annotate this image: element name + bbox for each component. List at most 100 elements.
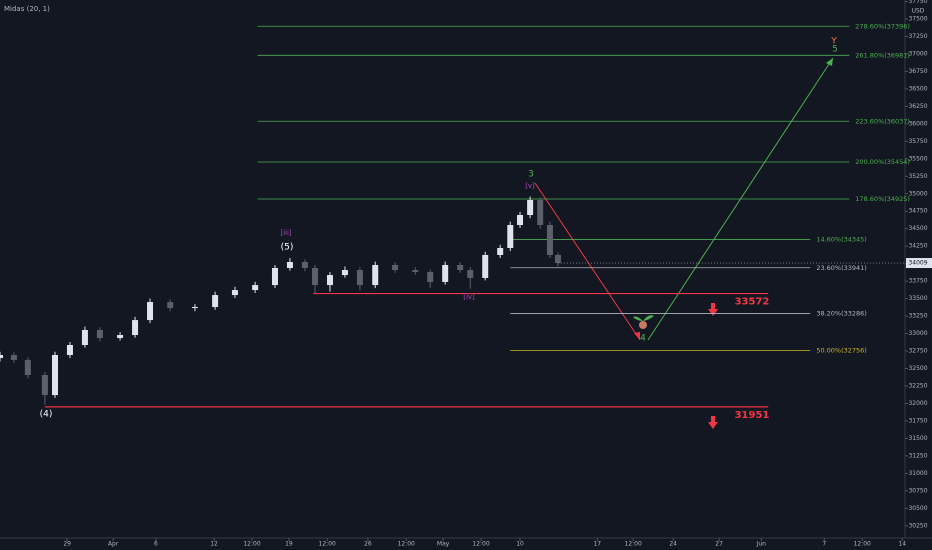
candle-body xyxy=(507,224,514,248)
wave-label: 5 xyxy=(832,45,838,55)
fib-label: 278.60%(37396) xyxy=(855,22,910,30)
y-tick-label: 35250 xyxy=(908,173,927,180)
candle-body xyxy=(301,261,308,268)
candle-body xyxy=(412,270,419,272)
candle-body xyxy=(66,345,73,356)
candle-body xyxy=(537,199,544,225)
fib-label: 38.20%(33286) xyxy=(816,310,867,318)
candle-body xyxy=(24,359,31,375)
x-tick-label: 19 xyxy=(285,541,293,548)
x-tick-label: Jun xyxy=(756,541,767,548)
y-tick-label: 36000 xyxy=(908,120,927,127)
wave-label: 4 xyxy=(640,334,646,344)
down-arrow xyxy=(708,416,718,429)
x-tick-label: 24 xyxy=(669,541,677,548)
candle-body xyxy=(0,355,3,359)
candle-body xyxy=(554,254,561,264)
fib-label: 261.80%(36981) xyxy=(855,51,910,59)
x-tick-label: 10 xyxy=(516,541,524,548)
x-tick-label: 12:00 xyxy=(398,541,415,548)
price-badge xyxy=(906,258,932,269)
y-tick-label: 34500 xyxy=(908,225,927,232)
candle-body xyxy=(527,199,534,216)
candle-body xyxy=(467,270,474,278)
candle-body xyxy=(147,302,154,321)
arrow-head xyxy=(634,332,640,340)
fib-label: 178.60%(34925) xyxy=(855,195,910,203)
candle-body xyxy=(96,329,103,339)
wave-label: [iii] xyxy=(280,229,292,237)
y-tick-label: 32000 xyxy=(908,400,927,407)
down-arrow xyxy=(708,303,718,316)
candle-body xyxy=(497,247,504,255)
candle-body xyxy=(546,224,553,255)
candle-body xyxy=(117,335,124,339)
wave-label: (5) xyxy=(281,243,294,253)
candle-body xyxy=(167,302,174,309)
wave-label: 3 xyxy=(528,170,534,180)
candle-body xyxy=(427,271,434,282)
y-tick-label: 36250 xyxy=(908,103,927,110)
x-tick-label: 12:00 xyxy=(472,541,489,548)
y-tick-label: 35750 xyxy=(908,138,927,145)
x-tick-label: 6 xyxy=(154,541,158,548)
y-tick-label: 36500 xyxy=(908,85,927,92)
y-tick-label: 31250 xyxy=(908,452,927,459)
y-tick-label: 37500 xyxy=(908,16,927,23)
y-tick-label: 35000 xyxy=(908,190,927,197)
candle-body xyxy=(10,355,17,360)
wave-label: [iv] xyxy=(463,293,475,301)
fib-label: 200.00%(35454) xyxy=(855,158,910,166)
x-tick-label: 26 xyxy=(364,541,372,548)
x-tick-label: May xyxy=(437,541,450,548)
y-tick-label: 34750 xyxy=(908,208,927,215)
fib-label: 23.60%(33941) xyxy=(816,264,867,272)
x-tick-label: 12:00 xyxy=(854,541,871,548)
wave-label: (4) xyxy=(40,410,53,420)
sprout-icon xyxy=(633,315,654,329)
candle-body xyxy=(341,270,348,276)
candle-body xyxy=(312,267,319,286)
y-tick-label: 33750 xyxy=(908,278,927,285)
x-tick-label: 14 xyxy=(898,541,906,548)
y-tick-label: 32500 xyxy=(908,365,927,372)
candle-body xyxy=(252,285,259,291)
candle-body xyxy=(517,215,524,225)
fib-label: 223.60%(36037) xyxy=(855,117,910,125)
y-tick-label: 31500 xyxy=(908,435,927,442)
candle-body xyxy=(81,329,88,346)
candle-body xyxy=(356,270,363,286)
level-label: 31951 xyxy=(735,410,770,421)
price-badge-label: 34009 xyxy=(908,260,927,267)
x-tick-label: 12:00 xyxy=(625,541,642,548)
x-tick-label: 17 xyxy=(593,541,601,548)
candle-body xyxy=(132,320,139,336)
y-tick-label: 30250 xyxy=(908,522,927,529)
y-tick-label: 37000 xyxy=(908,50,927,57)
arrow-head xyxy=(826,58,833,66)
y-tick-label: 33500 xyxy=(908,295,927,302)
x-tick-label: 27 xyxy=(715,541,723,548)
candle-body xyxy=(191,306,198,309)
y-tick-label: 31000 xyxy=(908,470,927,477)
y-tick-label: 35500 xyxy=(908,155,927,162)
y-tick-label: 33250 xyxy=(908,313,927,320)
x-tick-label: 12:00 xyxy=(243,541,260,548)
y-tick-label: 36750 xyxy=(908,68,927,75)
fib-label: 50.00%(32756) xyxy=(816,347,867,355)
y-tick-label: 32250 xyxy=(908,382,927,389)
candle-body xyxy=(326,275,333,286)
y-tick-label: 30500 xyxy=(908,505,927,512)
y-tick-label: 30750 xyxy=(908,487,927,494)
y-tick-label: 32750 xyxy=(908,348,927,355)
y-tick-label: 37250 xyxy=(908,33,927,40)
candle-body xyxy=(212,295,219,307)
candle-body xyxy=(231,290,238,296)
candle-body xyxy=(482,254,489,278)
y-tick-label: 31750 xyxy=(908,417,927,424)
candle-body xyxy=(457,264,464,271)
candle-body xyxy=(41,374,48,396)
wave-label: [v] xyxy=(525,182,535,190)
